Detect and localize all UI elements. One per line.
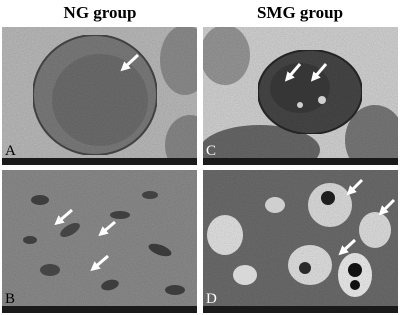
image-shape	[350, 280, 360, 290]
arrow	[54, 208, 73, 226]
image-shape	[142, 191, 158, 199]
image-shape	[148, 243, 172, 257]
arrow	[346, 178, 364, 196]
panel-image	[2, 27, 197, 165]
arrow	[378, 198, 396, 216]
panel-image	[2, 170, 197, 313]
arrow	[90, 254, 109, 272]
arrow	[338, 238, 357, 256]
image-shape	[203, 27, 250, 85]
image-shape	[207, 215, 243, 255]
image-shape	[265, 197, 285, 213]
image-shape	[160, 27, 197, 95]
image-shape	[60, 223, 80, 237]
image-shape	[233, 265, 257, 285]
image-shape	[31, 195, 49, 205]
panel-label: B	[5, 291, 15, 307]
image-shape	[52, 54, 148, 146]
image-shape	[318, 96, 326, 104]
image-shape	[203, 125, 320, 165]
image-shape	[101, 279, 119, 291]
image-shape	[299, 262, 311, 274]
image-shape	[2, 158, 197, 165]
image-shape	[297, 102, 303, 108]
image-shape	[110, 211, 130, 219]
panel-label: A	[5, 143, 16, 159]
image-shape	[165, 115, 197, 165]
arrow	[310, 63, 328, 82]
image-shape	[165, 285, 185, 295]
panel-label: C	[206, 143, 216, 159]
image-shape	[203, 306, 398, 313]
image-shape	[359, 212, 391, 248]
image-shape	[345, 105, 398, 165]
image-shape	[348, 263, 362, 277]
image-shape	[23, 236, 37, 244]
image-shape	[308, 183, 352, 227]
arrow	[120, 53, 140, 72]
image-shape	[321, 191, 335, 205]
arrow	[98, 220, 116, 237]
column-title: SMG group	[257, 3, 343, 22]
image-shape	[203, 158, 398, 165]
panel-image	[203, 170, 398, 313]
arrow	[284, 63, 302, 82]
image-shape	[2, 306, 197, 313]
image-shape	[40, 264, 60, 276]
panel-image	[203, 27, 398, 165]
panel-label: D	[206, 291, 217, 307]
column-title: NG group	[64, 3, 137, 22]
